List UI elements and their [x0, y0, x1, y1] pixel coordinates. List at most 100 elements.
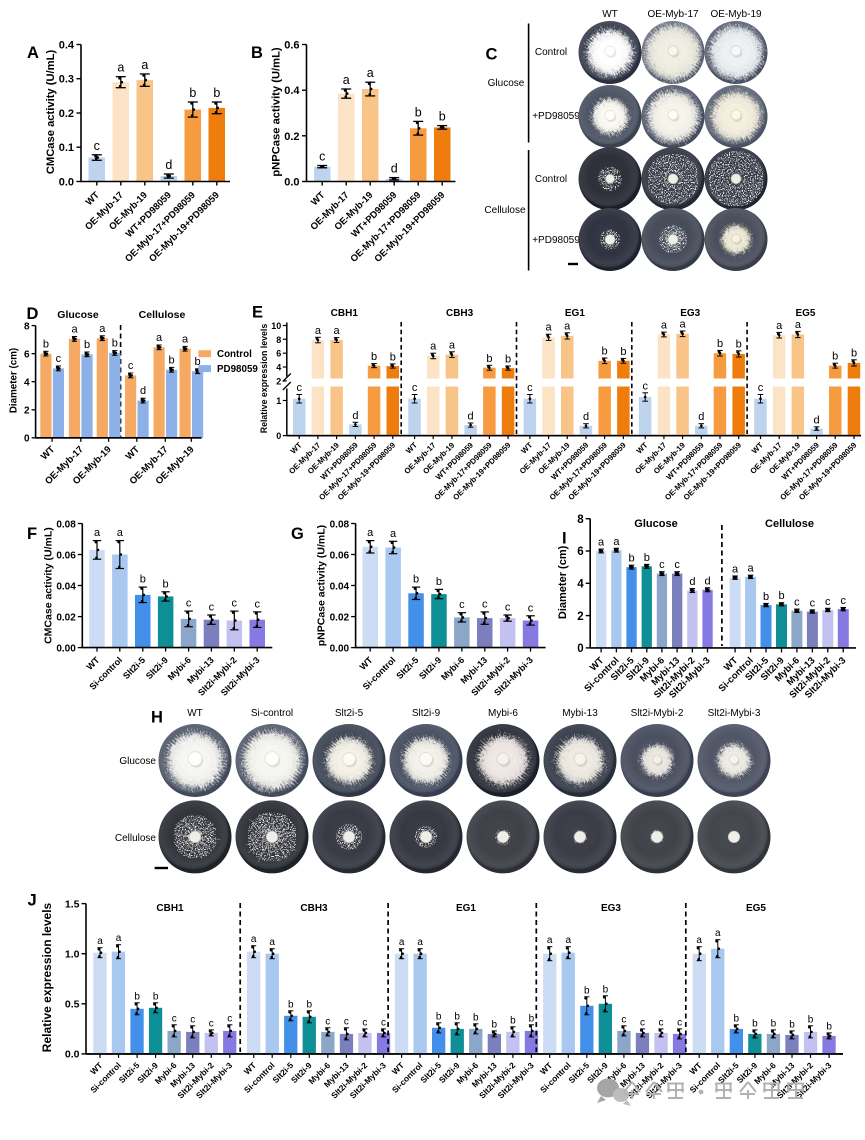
svg-text:0.02: 0.02: [56, 612, 76, 623]
svg-text:d: d: [583, 411, 589, 423]
svg-text:a: a: [99, 323, 106, 335]
svg-text:c: c: [56, 353, 62, 365]
svg-text:b: b: [620, 346, 626, 358]
svg-text:b: b: [288, 999, 294, 1010]
svg-text:WT: WT: [602, 9, 618, 20]
svg-text:Glucose: Glucose: [634, 518, 677, 530]
svg-text:a: a: [566, 935, 572, 946]
svg-text:Glucose: Glucose: [488, 78, 525, 89]
svg-text:b: b: [734, 1013, 740, 1024]
svg-text:c: c: [840, 595, 846, 607]
svg-text:b: b: [771, 1018, 777, 1029]
svg-text:b: b: [602, 346, 608, 358]
svg-text:Slt2i-Mybi-2: Slt2i-Mybi-2: [631, 708, 684, 719]
svg-text:a: a: [315, 325, 322, 337]
svg-text:0.04: 0.04: [56, 581, 76, 592]
svg-text:c: c: [344, 1016, 349, 1027]
svg-text:b: b: [851, 347, 857, 359]
svg-text:+PD98059: +PD98059: [532, 235, 580, 246]
svg-text:B: B: [251, 44, 263, 62]
svg-text:0.04: 0.04: [330, 581, 350, 592]
svg-text:8: 8: [276, 335, 281, 345]
svg-text:pNPCase activity (U/mL): pNPCase activity (U/mL): [316, 525, 328, 646]
svg-text:0.06: 0.06: [56, 550, 76, 561]
svg-text:b: b: [473, 1012, 479, 1023]
svg-text:b: b: [189, 86, 196, 100]
svg-text:a: a: [417, 937, 423, 948]
svg-text:EG5: EG5: [746, 903, 766, 914]
svg-text:0.4: 0.4: [59, 40, 75, 52]
svg-text:0.5: 0.5: [65, 999, 80, 1011]
svg-text:Control: Control: [535, 47, 567, 58]
svg-text:d: d: [352, 410, 358, 422]
svg-text:c: c: [381, 1017, 386, 1028]
svg-text:b: b: [436, 1011, 442, 1022]
svg-text:c: c: [674, 559, 680, 571]
svg-text:b: b: [628, 553, 634, 565]
svg-text:Relative expression levels: Relative expression levels: [40, 902, 54, 1052]
svg-text:0: 0: [24, 434, 30, 445]
svg-text:0.00: 0.00: [56, 643, 76, 654]
svg-text:10: 10: [271, 321, 281, 331]
svg-text:Glucose: Glucose: [119, 756, 156, 767]
svg-text:F: F: [27, 525, 37, 543]
svg-text:Glucose: Glucose: [57, 309, 99, 321]
svg-text:a: a: [71, 324, 78, 336]
svg-text:0.3: 0.3: [59, 74, 74, 86]
svg-text:c: c: [621, 1014, 626, 1025]
svg-text:b: b: [415, 105, 422, 119]
svg-text:c: c: [319, 150, 325, 164]
svg-text:OE-Myb-17: OE-Myb-17: [647, 9, 699, 20]
svg-text:c: c: [412, 382, 418, 394]
svg-text:0.2: 0.2: [284, 131, 299, 143]
svg-text:c: c: [186, 598, 192, 610]
svg-text:b: b: [486, 353, 492, 365]
svg-text:a: a: [390, 528, 397, 540]
svg-text:a: a: [732, 564, 739, 576]
svg-text:d: d: [468, 411, 474, 423]
svg-text:CBH3: CBH3: [300, 903, 328, 914]
svg-text:d: d: [689, 576, 695, 588]
svg-text:a: a: [97, 936, 103, 947]
svg-text:I: I: [562, 530, 567, 548]
svg-text:a: a: [546, 322, 553, 334]
svg-text:Relative expression levels: Relative expression levels: [259, 324, 269, 434]
svg-text:b: b: [413, 574, 419, 586]
svg-text:c: c: [642, 380, 648, 392]
svg-text:b: b: [163, 578, 169, 590]
svg-text:b: b: [505, 354, 511, 366]
svg-text:0.08: 0.08: [330, 519, 350, 530]
svg-text:a: a: [613, 536, 620, 548]
svg-text:0.02: 0.02: [330, 612, 350, 623]
svg-text:Mybi-6: Mybi-6: [488, 708, 518, 719]
svg-text:a: a: [715, 928, 721, 939]
svg-text:4: 4: [276, 363, 281, 373]
svg-text:c: c: [505, 602, 511, 614]
svg-text:a: a: [430, 341, 437, 353]
svg-text:b: b: [808, 1014, 814, 1025]
svg-text:a: a: [367, 66, 374, 80]
svg-text:b: b: [789, 1019, 795, 1030]
svg-text:EG1: EG1: [456, 903, 476, 914]
svg-text:b: b: [529, 1013, 535, 1024]
svg-text:c: c: [227, 1013, 232, 1024]
svg-text:b: b: [140, 574, 146, 586]
svg-text:0.0: 0.0: [284, 177, 299, 189]
svg-text:c: c: [232, 598, 238, 610]
svg-text:J: J: [28, 892, 37, 910]
svg-text:b: b: [84, 339, 90, 351]
svg-text:a: a: [661, 320, 668, 332]
svg-text:pNPCase activity (U/mL): pNPCase activity (U/mL): [271, 47, 283, 177]
svg-text:Diameter (cm): Diameter (cm): [557, 545, 569, 619]
svg-text:d: d: [165, 158, 172, 172]
svg-text:EG1: EG1: [565, 308, 585, 319]
svg-text:Cellulose: Cellulose: [765, 518, 814, 530]
svg-text:c: c: [659, 1017, 664, 1028]
svg-text:6: 6: [276, 349, 281, 359]
svg-text:a: a: [795, 319, 802, 331]
svg-text:8: 8: [24, 321, 30, 332]
svg-text:b: b: [153, 991, 159, 1002]
svg-text:c: c: [190, 1014, 195, 1025]
svg-text:c: c: [209, 1018, 214, 1029]
svg-text:b: b: [195, 356, 201, 368]
